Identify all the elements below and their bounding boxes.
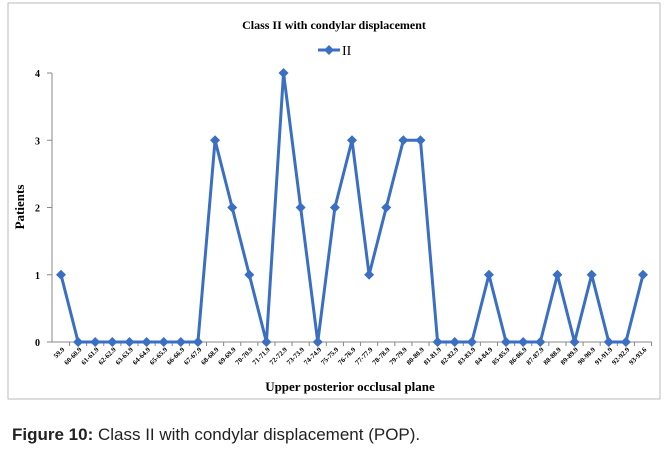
- data-point: [261, 337, 272, 347]
- data-point: [244, 269, 255, 280]
- legend-label: II: [342, 44, 352, 59]
- data-point: [449, 337, 460, 347]
- data-point: [381, 202, 392, 213]
- data-point: [603, 337, 614, 347]
- data-point: [620, 337, 631, 347]
- data-point: [295, 202, 306, 213]
- caption-text: Class II with condylar displacement (POP…: [93, 425, 421, 444]
- x-axis-title: Upper posterior occlusal plane: [265, 379, 435, 394]
- y-tick-label: 1: [35, 271, 40, 282]
- y-tick-label: 2: [35, 204, 40, 215]
- data-point: [124, 337, 135, 347]
- data-point: [638, 269, 648, 280]
- data-point: [192, 337, 203, 347]
- data-point: [158, 337, 169, 347]
- chart-title: Class II with condylar displacement: [242, 18, 426, 32]
- chart-border: [7, 2, 661, 400]
- data-point: [73, 337, 84, 347]
- caption: Figure 10: Class II with condylar displa…: [12, 425, 420, 445]
- data-point: [347, 135, 357, 146]
- data-point: [501, 337, 512, 347]
- data-point: [56, 269, 66, 280]
- data-point: [483, 269, 494, 280]
- data-point: [90, 337, 101, 347]
- data-point: [552, 269, 563, 280]
- data-point: [415, 135, 426, 146]
- data-point: [466, 337, 477, 347]
- data-point: [329, 202, 340, 213]
- data-point: [398, 135, 409, 146]
- data-point: [364, 269, 375, 280]
- data-point: [175, 337, 186, 347]
- data-point: [432, 337, 443, 347]
- data-point: [141, 337, 152, 347]
- y-tick-label: 4: [35, 69, 40, 80]
- data-point: [210, 135, 221, 146]
- caption-label: Figure 10:: [12, 425, 94, 444]
- data-point: [518, 337, 529, 347]
- data-point: [278, 68, 289, 78]
- data-point: [569, 337, 580, 347]
- data-point: [227, 202, 238, 213]
- legend-marker: [324, 45, 334, 55]
- y-axis-title: Patients: [12, 185, 27, 230]
- data-point: [535, 337, 546, 347]
- data-point: [312, 337, 323, 347]
- y-tick-label: 3: [35, 136, 40, 147]
- y-tick-label: 0: [35, 338, 40, 349]
- data-point: [586, 269, 597, 280]
- data-point: [107, 337, 118, 347]
